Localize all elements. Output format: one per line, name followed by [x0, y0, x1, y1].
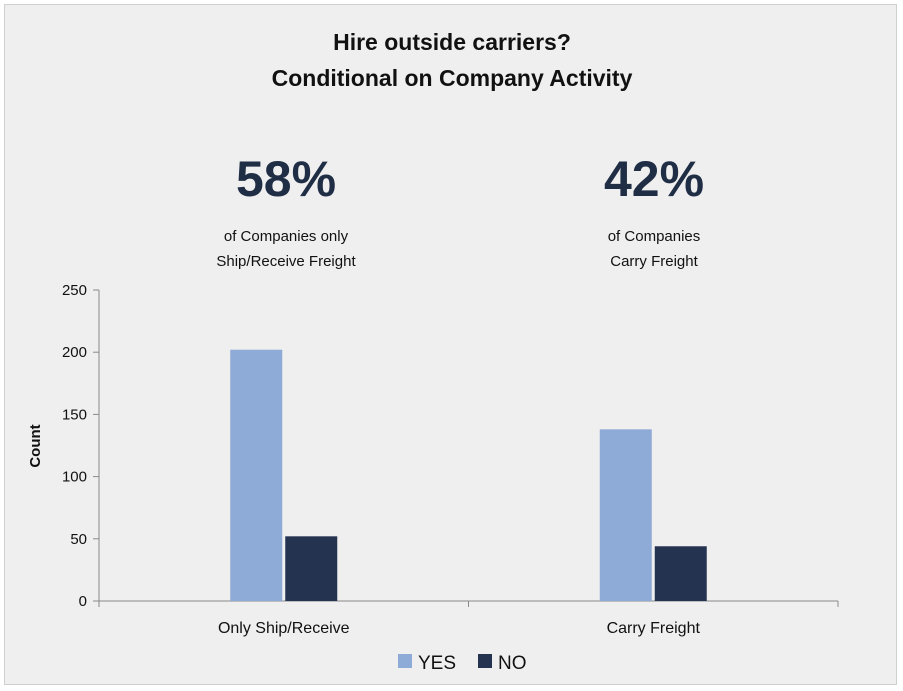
y-tick-label: 150 — [62, 406, 87, 423]
bar-yes-1 — [230, 349, 283, 601]
chart-subtitle: Conditional on Company Activity — [272, 65, 633, 91]
bar-no-2 — [654, 546, 707, 601]
legend-label-yes: YES — [418, 653, 456, 674]
chart-background — [4, 4, 897, 685]
y-tick-label: 50 — [70, 531, 87, 548]
y-tick-label: 250 — [62, 282, 87, 299]
y-tick-label: 100 — [62, 469, 87, 486]
y-axis-label: Count — [27, 424, 44, 467]
legend: YES NO — [398, 653, 527, 674]
legend-swatch-yes — [398, 654, 412, 668]
annotation-line1-carry-freight: of Companies — [608, 228, 701, 245]
annotation-line1-only-ship: of Companies only — [224, 228, 349, 245]
annotation-percent-only-ship: 58% — [236, 151, 336, 207]
chart-title: Hire outside carriers? — [333, 29, 571, 55]
plot-area: 0 50 100 150 200 250 Only Ship/Receive Carry Fr… — [62, 282, 839, 637]
legend-label-no: NO — [498, 653, 527, 674]
bar-yes-2 — [599, 429, 652, 601]
legend-swatch-no — [478, 654, 492, 668]
y-tick-label: 0 — [79, 593, 87, 610]
annotation-line2-only-ship: Ship/Receive Freight — [216, 253, 356, 270]
bar-no-1 — [285, 536, 338, 601]
x-category-label: Carry Freight — [607, 620, 701, 637]
annotation-line2-carry-freight: Carry Freight — [610, 253, 698, 270]
annotation-percent-carry-freight: 42% — [604, 151, 704, 207]
x-category-label: Only Ship/Receive — [218, 620, 350, 637]
y-tick-label: 200 — [62, 344, 87, 361]
